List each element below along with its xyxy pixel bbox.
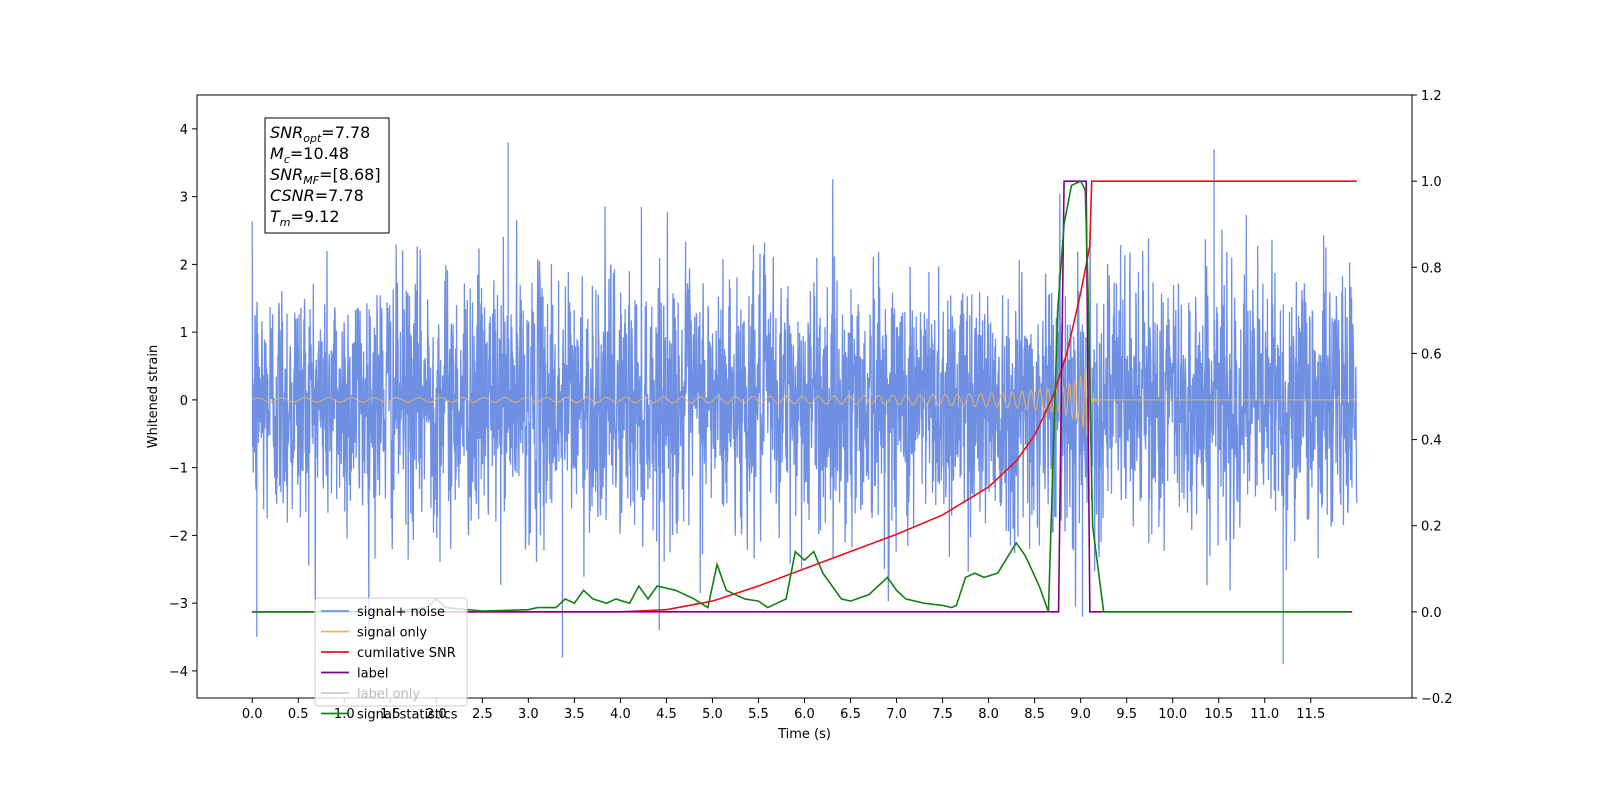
- annotation-line: CSNR=7.78: [270, 186, 364, 205]
- legend-item-label: signal+ noise: [357, 605, 445, 620]
- x-tick-label: 3.5: [564, 707, 585, 722]
- x-tick-label: 9.0: [1070, 707, 1091, 722]
- x-tick-label: 6.5: [840, 707, 861, 722]
- annotation-frame: [264, 117, 390, 234]
- x-tick-label: 4.0: [610, 707, 631, 722]
- x-tick-label: 11.5: [1296, 707, 1325, 722]
- annotation-line: SNRopt=7.78: [270, 123, 370, 145]
- plot-area: [251, 142, 1358, 665]
- annotation-box: SNRopt=7.78Mc=10.48SNRMF=[8.68]CSNR=7.78…: [264, 117, 390, 234]
- y-tick-label: −1: [169, 462, 188, 477]
- x-tick-label: 7.0: [886, 707, 907, 722]
- series-signal-only: [251, 356, 1357, 444]
- x-tick-label: 10.0: [1158, 707, 1187, 722]
- x-tick-label: 6.0: [794, 707, 815, 722]
- x-tick-label: 5.0: [702, 707, 723, 722]
- x-tick-label: 5.5: [748, 707, 769, 722]
- y-tick-label: 4: [180, 123, 188, 138]
- y2-tick-label: 1.2: [1421, 89, 1442, 104]
- axes: 0.0 0.5 1.0 1.5 2.0 2.5 3.0 3.5 4.0 4.5 5.0 5.5 6.0 6…: [146, 89, 1453, 742]
- series-cumilative-snr: [252, 180, 1357, 613]
- legend-frame: [314, 597, 468, 707]
- x-tick-label: 1.5: [380, 707, 401, 722]
- annotation-line: Mc=10.48: [270, 144, 349, 166]
- legend-item-label: label only: [357, 687, 420, 702]
- y-tick-label: −3: [169, 597, 188, 612]
- x-axis-label: Time (s): [777, 727, 831, 742]
- x-tick-label: 7.5: [932, 707, 953, 722]
- x-tick-label: 3.0: [518, 707, 539, 722]
- legend: signal+ noise signal only cumilative SNR la…: [314, 597, 468, 723]
- y2-tick-label: 0.4: [1421, 434, 1442, 449]
- series-signal-noise: [251, 179, 1358, 631]
- x-tick-label: 2.0: [426, 707, 447, 722]
- y-tick-label: 3: [180, 191, 188, 206]
- y-tick-label: −4: [169, 665, 188, 680]
- annotation-line: Tm=9.12: [270, 207, 340, 229]
- x-tick-label: 8.0: [978, 707, 999, 722]
- legend-item-label: signal statistics: [357, 708, 458, 723]
- x-tick-label: 1.0: [334, 707, 355, 722]
- x-tick-label: 11.0: [1250, 707, 1279, 722]
- x-tick-label: 8.5: [1024, 707, 1045, 722]
- y-tick-label: 1: [180, 326, 188, 341]
- series-signal-statistics: [252, 180, 1351, 613]
- legend-item-label: signal only: [357, 626, 427, 641]
- y-tick-label: 2: [180, 258, 188, 273]
- y2-tick-label: 1.0: [1421, 175, 1442, 190]
- y-tick-label: 0: [180, 394, 188, 409]
- legend-item-label: cumilative SNR: [357, 646, 456, 661]
- legend-item-label: label: [357, 667, 388, 682]
- annotation-line: SNRMF=[8.68]: [270, 165, 381, 187]
- y2-tick-label: 0.8: [1421, 261, 1442, 276]
- y2-tick-label: −0.2: [1421, 692, 1453, 707]
- x-tick-label: 0.5: [288, 707, 309, 722]
- y-tick-label: −2: [169, 529, 188, 544]
- y2-tick-label: 0.6: [1421, 347, 1442, 362]
- y-axis-label: Whitened strain: [146, 345, 161, 448]
- x-tick-label: 4.5: [656, 707, 677, 722]
- y2-tick-label: 0.2: [1421, 520, 1442, 535]
- x-tick-label: 10.5: [1204, 707, 1233, 722]
- y2-tick-label: 0.0: [1421, 606, 1442, 621]
- x-tick-label: 2.5: [472, 707, 493, 722]
- x-tick-label: 0.0: [242, 707, 263, 722]
- x-tick-label: 9.5: [1116, 707, 1137, 722]
